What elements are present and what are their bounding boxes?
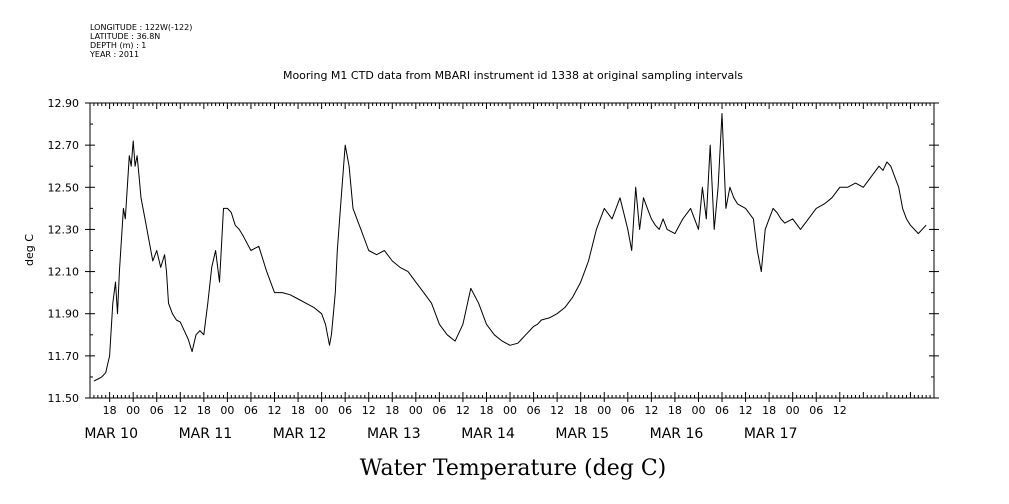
x-tick-label: 18 — [762, 404, 776, 417]
x-tick-label: 00 — [409, 404, 423, 417]
x-tick-label: 18 — [574, 404, 588, 417]
meta-longitude: LONGITUDE : 122W(-122) — [90, 23, 192, 32]
y-tick-label: 11.90 — [48, 308, 80, 321]
x-tick-label: 18 — [103, 404, 117, 417]
meta-year: YEAR : 2011 — [89, 50, 139, 59]
x-tick-label: 18 — [197, 404, 211, 417]
x-tick-label: 00 — [220, 404, 234, 417]
x-tick-label: 06 — [338, 404, 352, 417]
x-tick-label: 12 — [739, 404, 753, 417]
y-axis-label: deg C — [23, 234, 36, 266]
plot-frame — [89, 102, 935, 399]
meta-depth: DEPTH (m) : 1 — [90, 41, 146, 50]
x-tick-label: 00 — [126, 404, 140, 417]
x-tick-label: 18 — [291, 404, 305, 417]
y-tick-label: 12.30 — [48, 223, 80, 236]
x-tick-label: 12 — [362, 404, 376, 417]
x-day-label: MAR 16 — [650, 426, 704, 442]
y-tick-label: 12.70 — [48, 139, 80, 152]
chart-title: Mooring M1 CTD data from MBARI instrumen… — [283, 69, 743, 82]
x-day-label: MAR 15 — [555, 426, 609, 442]
y-tick-label: 11.50 — [48, 392, 80, 405]
x-tick-label: 06 — [527, 404, 541, 417]
x-tick-label: 18 — [479, 404, 493, 417]
x-day-label: MAR 17 — [744, 426, 798, 442]
x-day-label: MAR 12 — [273, 426, 327, 442]
x-tick-label: 00 — [315, 404, 329, 417]
x-tick-label: 00 — [691, 404, 705, 417]
x-day-label: MAR 14 — [461, 426, 515, 442]
x-tick-label: 18 — [385, 404, 399, 417]
x-tick-label: 18 — [668, 404, 682, 417]
y-tick-label: 11.70 — [48, 350, 80, 363]
x-day-label: MAR 11 — [179, 426, 233, 442]
x-tick-label: 00 — [597, 404, 611, 417]
x-tick-label: 00 — [503, 404, 517, 417]
x-day-label: MAR 10 — [84, 426, 138, 442]
x-tick-label: 00 — [786, 404, 800, 417]
x-tick-label: 12 — [173, 404, 187, 417]
x-tick-label: 12 — [833, 404, 847, 417]
y-tick-label: 12.10 — [48, 266, 80, 279]
y-tick-label: 12.90 — [48, 97, 80, 110]
x-day-label: MAR 13 — [367, 426, 421, 442]
x-tick-label: 06 — [621, 404, 635, 417]
x-tick-label: 06 — [432, 404, 446, 417]
x-axis-title: Water Temperature (deg C) — [360, 456, 667, 481]
x-tick-label: 12 — [550, 404, 564, 417]
x-tick-label: 06 — [715, 404, 729, 417]
y-axis: 11.50 11.70 11.90 12.10 12.30 12.50 12.70 12.90 — [48, 97, 939, 405]
x-tick-label: 12 — [644, 404, 658, 417]
x-tick-label: 12 — [268, 404, 282, 417]
metadata-block: LONGITUDE : 122W(-122) LATITUDE : 36.8N … — [89, 23, 192, 59]
data-series — [93, 113, 927, 382]
temperature-line — [93, 113, 927, 382]
x-tick-label: 06 — [150, 404, 164, 417]
x-tick-label: 06 — [809, 404, 823, 417]
y-tick-label: 12.50 — [48, 181, 80, 194]
meta-latitude: LATITUDE : 36.8N — [90, 32, 160, 41]
x-axis: 18 00 06 12 18 00 06 12 18 00 06 12 18 00 06 12 18 00 06 12… — [84, 103, 935, 442]
x-tick-label: 06 — [244, 404, 258, 417]
x-tick-label: 12 — [456, 404, 470, 417]
